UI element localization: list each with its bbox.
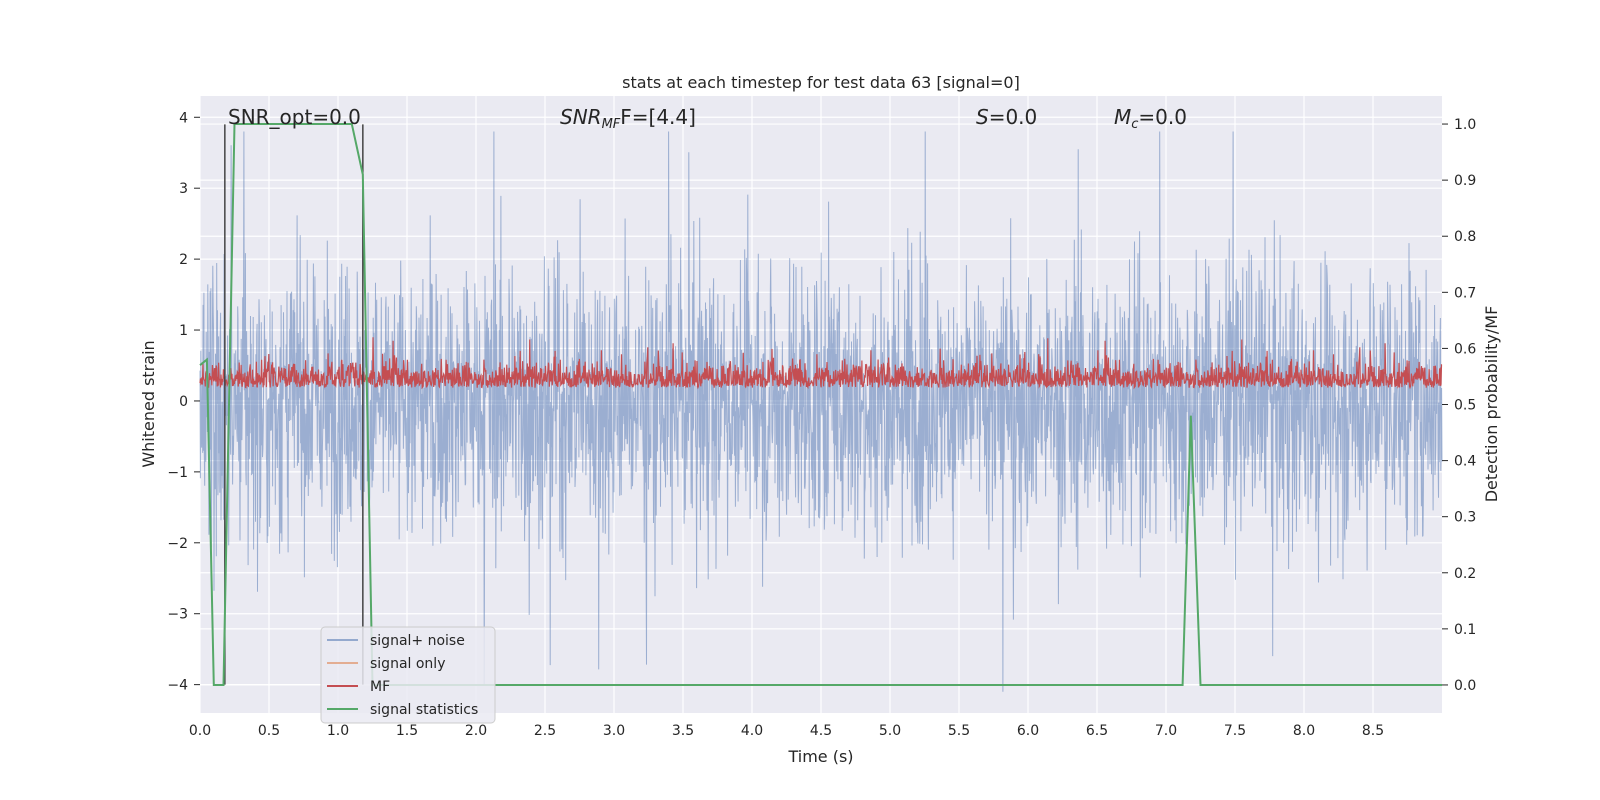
x-tick-label: 6.0 — [1017, 723, 1039, 739]
x-tick-label: 0.0 — [189, 723, 211, 739]
x-tick-label: 4.0 — [741, 723, 763, 739]
annotation-mc-var: M — [1114, 105, 1131, 129]
x-axis-label: Time (s) — [787, 747, 853, 766]
y-tick-label: −1 — [167, 465, 188, 481]
y-tick-label: −4 — [167, 678, 188, 694]
annotation-snr-mf-sub: MF — [602, 117, 621, 132]
legend-label-signal-statistics: signal statistics — [370, 702, 478, 718]
y-tick-label: 2 — [179, 252, 188, 268]
y-tick-labels: −4 −3 −2 −1 0 1 2 3 4 — [167, 110, 200, 694]
y-tick-label: 4 — [179, 110, 188, 126]
x-tick-label: 1.5 — [396, 723, 418, 739]
signal-statistics-line — [199, 123, 1442, 686]
y2-tick-label: 0.5 — [1454, 398, 1476, 414]
legend-box — [320, 626, 496, 724]
chart-title: stats at each timestep for test data 63 … — [622, 73, 1020, 92]
signal-statistics-series — [199, 123, 1442, 686]
x-tick-labels: 0.0 0.5 1.0 1.5 2.0 2.5 3.0 3.5 4.0 4.5 5.0 5.5 6.0 6… — [189, 723, 1384, 739]
y2-tick-label: 0.0 — [1454, 678, 1476, 694]
y2-tick-label: 0.4 — [1454, 454, 1476, 470]
annotation-snr-mf: SNRMFF=[4.4] — [560, 105, 696, 132]
x-tick-label: 1.0 — [327, 723, 349, 739]
x-tick-label: 3.5 — [672, 723, 694, 739]
y2-tick-label: 1.0 — [1454, 117, 1476, 133]
annotation-snr-mf-suffix: F=[4.4] — [620, 105, 696, 129]
y-tick-label: 1 — [179, 323, 188, 339]
mf-line — [199, 337, 1443, 390]
y2-tick-label: 0.3 — [1454, 510, 1476, 526]
x-tick-label: 7.5 — [1224, 723, 1246, 739]
grid-lines — [199, 96, 1442, 713]
y-tick-label: −3 — [167, 607, 188, 623]
x-tick-label: 8.5 — [1362, 723, 1384, 739]
y2-tick-label: 0.9 — [1454, 173, 1476, 189]
annotation-mc-val: =0.0 — [1138, 105, 1187, 129]
y2-tick-label: 0.2 — [1454, 566, 1476, 582]
x-tick-label: 3.0 — [603, 723, 625, 739]
y-tick-label: −2 — [167, 536, 188, 552]
annotation-snr-opt: SNR_opt=0.0 — [228, 105, 361, 129]
legend: signal+ noise signal only MF signal stat… — [320, 626, 496, 724]
x-tick-label: 2.0 — [465, 723, 487, 739]
annotation-s: S=0.0 — [976, 105, 1037, 129]
mf-series — [199, 337, 1443, 390]
y-tick-label: 0 — [179, 394, 188, 410]
x-tick-label: 6.5 — [1086, 723, 1108, 739]
annotation-s-val: =0.0 — [989, 105, 1038, 129]
y-tick-label: 3 — [179, 181, 188, 197]
x-tick-label: 7.0 — [1155, 723, 1177, 739]
y2-tick-label: 0.6 — [1454, 341, 1476, 357]
y-axis-label: Whitened strain — [139, 340, 158, 467]
annotation-mc-sub: c — [1131, 117, 1138, 132]
y2-tick-label: 0.1 — [1454, 622, 1476, 638]
annotation-s-var: S — [976, 105, 989, 129]
legend-label-signal-only: signal only — [370, 656, 445, 672]
x-tick-label: 5.5 — [948, 723, 970, 739]
x-tick-label: 8.0 — [1293, 723, 1315, 739]
annotation-mc: Mc=0.0 — [1114, 105, 1187, 132]
legend-label-mf: MF — [370, 679, 390, 695]
x-tick-label: 2.5 — [534, 723, 556, 739]
y2-tick-label: 0.7 — [1454, 285, 1476, 301]
x-tick-label: 5.0 — [879, 723, 901, 739]
x-tick-label: 0.5 — [258, 723, 280, 739]
x-tick-label: 4.5 — [810, 723, 832, 739]
annotation-snr-mf-prefix: SNR — [560, 105, 602, 129]
y2-axis-label: Detection probability/MF — [1482, 306, 1501, 503]
legend-label-signal-noise: signal+ noise — [370, 633, 465, 649]
y2-tick-label: 0.8 — [1454, 229, 1476, 245]
y2-tick-labels: 0.0 0.1 0.2 0.3 0.4 0.5 0.6 0.7 0.8 0.9 1.0 — [1442, 117, 1476, 694]
